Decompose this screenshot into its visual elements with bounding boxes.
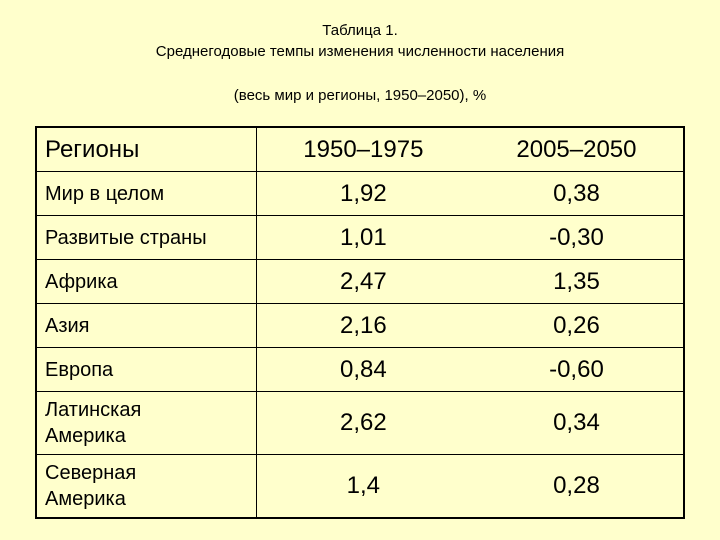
value-cell: 0,26 [469, 303, 684, 348]
table-row: Африка 2,47 1,35 [36, 259, 684, 304]
table-body: Регионы 1950–1975 2005–2050 Мир в целом 1,92… [36, 126, 684, 518]
value-cell: 0,38 [469, 171, 684, 216]
title: Таблица 1. [322, 22, 398, 39]
column-header: 1950–1975 [256, 126, 470, 172]
region-cell: Мир в целом [36, 171, 257, 216]
value-cell: 0,84 [256, 347, 470, 392]
note: (весь мир и регионы, 1950–2050), % [233, 87, 487, 104]
region-cell: Африка [36, 259, 257, 304]
column-header: Регионы [36, 126, 257, 172]
table-row: Мир в целом 1,92 0,38 [36, 171, 684, 216]
value-cell: 1,4 [256, 454, 470, 518]
table-row: Азия 2,16 0,26 [36, 303, 684, 348]
value-cell: -0,60 [469, 347, 684, 392]
value-cell: 2,16 [256, 303, 470, 348]
value-cell: 1,01 [256, 215, 470, 260]
table-row: Северная Америка 1,4 0,28 [36, 454, 684, 518]
value-cell: 1,35 [469, 259, 684, 304]
value-cell: 2,47 [256, 259, 470, 304]
table-row: Латинская Америка 2,62 0,34 [36, 391, 684, 455]
region-cell: Европа [36, 347, 257, 392]
value-cell: 2,62 [256, 391, 470, 455]
header-row: Регионы 1950–1975 2005–2050 [36, 126, 684, 172]
table-row: Европа 0,84 -0,60 [36, 347, 684, 392]
value-cell: 1,92 [256, 171, 470, 216]
value-cell: 0,34 [469, 391, 684, 455]
data-table: Регионы 1950–1975 2005–2050 Мир в целом 1,92… [35, 126, 685, 519]
region-cell: Азия [36, 303, 257, 348]
column-header: 2005–2050 [469, 126, 684, 172]
region-cell: Развитые страны [36, 215, 257, 260]
region-cell: Северная Америка [36, 454, 257, 518]
value-cell: -0,30 [469, 215, 684, 260]
region-cell: Латинская Америка [36, 391, 257, 455]
value-cell: 0,28 [469, 454, 684, 518]
table-row: Развитые страны 1,01 -0,30 [36, 215, 684, 260]
subtitle: Среднегодовые темпы изменения численност… [155, 43, 565, 60]
